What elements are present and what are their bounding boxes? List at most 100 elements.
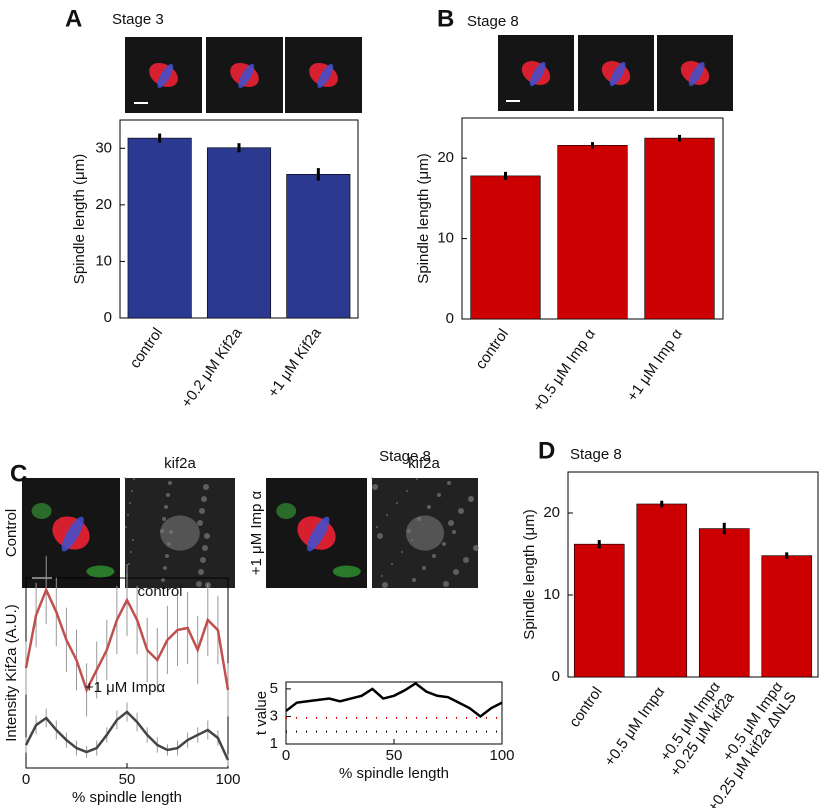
- signal: [405, 515, 445, 551]
- speckle: [132, 539, 134, 541]
- y-axis-label: Intensity Kif2a (A.U.): [3, 604, 20, 742]
- y-tick-label: 10: [95, 252, 112, 269]
- speckle: [203, 484, 209, 490]
- chromatin: [317, 63, 334, 89]
- speckle: [129, 502, 131, 504]
- speckle: [422, 566, 426, 570]
- series-line: [24, 586, 230, 694]
- speckle: [199, 508, 205, 514]
- y-tick-label: 3: [270, 707, 278, 724]
- axes-frame: [567, 471, 819, 678]
- chromatin: [61, 516, 84, 552]
- speckle: [452, 530, 456, 534]
- speckle: [448, 520, 454, 526]
- bar: [127, 137, 192, 319]
- speckle: [128, 563, 130, 565]
- speckle: [391, 563, 393, 565]
- speckle: [202, 545, 208, 551]
- speckle: [198, 569, 204, 575]
- speckle: [443, 581, 449, 587]
- speckle: [201, 496, 207, 502]
- speckle: [396, 502, 398, 504]
- speckle: [427, 505, 431, 509]
- axes-frame: [285, 681, 503, 745]
- speckle: [458, 508, 464, 514]
- speckle: [163, 566, 167, 570]
- chromatin: [529, 61, 546, 87]
- chromatin: [609, 61, 626, 87]
- speckle: [377, 533, 383, 539]
- series-line: [285, 681, 503, 719]
- speckle: [200, 557, 206, 563]
- panel-label: C: [10, 460, 27, 487]
- x-tick-label: control: [126, 325, 166, 372]
- speckle: [168, 481, 172, 485]
- y-tick-label: 5: [270, 680, 278, 697]
- panel-title: Stage 3: [112, 11, 164, 28]
- y-tick-label: 10: [543, 586, 560, 603]
- panel-title: Stage 8: [570, 446, 622, 463]
- bar: [470, 175, 541, 320]
- image-label: Control: [3, 509, 20, 557]
- speckle: [406, 490, 408, 492]
- x-tick-label: control: [566, 684, 606, 731]
- annotation: +1 μM Impα: [85, 679, 166, 696]
- x-tick-label: +1 μM Kif2a: [265, 324, 326, 400]
- y-axis-label: Spindle length (μm): [521, 509, 538, 639]
- series-line: [24, 710, 230, 761]
- y-tick-label: 0: [552, 668, 560, 685]
- speckle: [437, 493, 441, 497]
- speckle: [453, 569, 459, 575]
- x-tick-label: 0: [282, 747, 290, 764]
- x-tick-label: +1 μM Imp α: [624, 326, 687, 405]
- panel-title: Stage 8: [379, 448, 431, 465]
- speckle: [376, 526, 378, 528]
- image-label: kif2a: [408, 455, 440, 472]
- bar: [573, 543, 625, 678]
- speckle: [127, 514, 129, 516]
- green: [276, 503, 297, 519]
- speckle: [468, 496, 474, 502]
- speckle: [381, 575, 383, 577]
- x-tick-label: 0: [22, 771, 30, 788]
- speckle: [382, 582, 388, 588]
- speckle: [371, 477, 373, 479]
- image-label: +1 μM Imp α: [248, 490, 265, 575]
- speckle: [166, 493, 170, 497]
- x-tick-label: control: [472, 326, 512, 373]
- speckle: [131, 490, 133, 492]
- x-tick-label: 100: [215, 771, 240, 788]
- x-tick-label: +0.2 μM Kif2a: [178, 324, 246, 411]
- panel-label: B: [437, 5, 454, 32]
- green: [31, 503, 52, 519]
- speckle: [473, 545, 479, 551]
- x-tick-label: 50: [386, 747, 403, 764]
- chromatin: [307, 516, 330, 552]
- chromatin: [688, 61, 705, 87]
- bar: [557, 145, 628, 320]
- y-tick-label: 1: [270, 735, 278, 752]
- panel-title: Stage 8: [467, 13, 519, 30]
- chromatin: [157, 63, 174, 89]
- bar: [644, 137, 715, 320]
- speckle: [442, 542, 446, 546]
- signal: [160, 515, 200, 551]
- chromatin: [238, 63, 255, 89]
- speckle: [133, 478, 135, 480]
- panel-label: D: [538, 437, 555, 464]
- x-axis-label: % spindle length: [339, 765, 449, 782]
- speckle: [197, 520, 203, 526]
- speckle: [162, 517, 166, 521]
- speckle: [386, 514, 388, 516]
- speckle: [124, 477, 126, 479]
- y-tick-label: 30: [95, 139, 112, 156]
- x-tick-label: 100: [489, 747, 514, 764]
- bar: [698, 528, 750, 678]
- annotation: control: [137, 583, 182, 600]
- bar: [206, 147, 272, 319]
- speckle: [372, 484, 378, 490]
- x-axis-label: % spindle length: [72, 789, 182, 806]
- speckle: [196, 581, 202, 587]
- speckle: [412, 578, 416, 582]
